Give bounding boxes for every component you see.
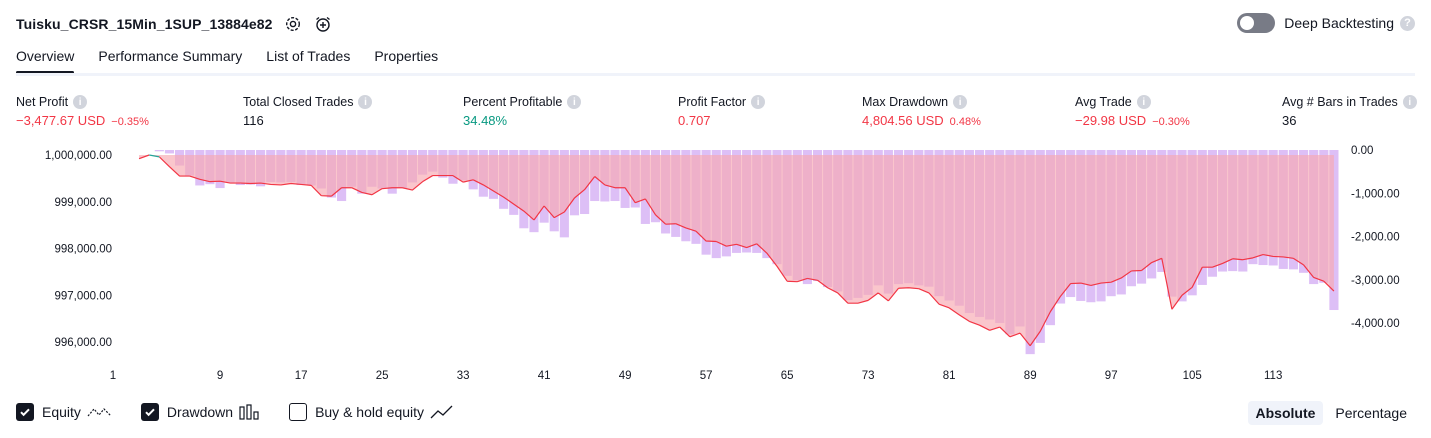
metric-value: −29.98 USD xyxy=(1075,113,1147,128)
metric-avg-trade: Avg Trade i −29.98 USD −0.30% xyxy=(1075,94,1190,128)
tab-overview[interactable]: Overview xyxy=(16,48,75,74)
right-axis-tick-label: -3,000.00 xyxy=(1351,275,1400,287)
trend-line-icon xyxy=(430,404,454,420)
equity-line-profit xyxy=(149,154,160,158)
tab-properties[interactable]: Properties xyxy=(374,48,439,64)
checkbox-checked-icon[interactable] xyxy=(140,403,159,421)
chart-legend: Equity Drawdown Buy & hold equity xyxy=(16,403,482,421)
legend-equity[interactable]: Equity xyxy=(16,403,113,421)
metric-label: Net Profit xyxy=(16,95,69,109)
x-axis-tick-label: 105 xyxy=(1183,370,1202,382)
metric-value: −3,477.67 USD xyxy=(16,113,106,128)
right-axis-tick-label: -4,000.00 xyxy=(1351,318,1400,330)
x-axis-tick-label: 33 xyxy=(457,370,470,382)
left-axis-tick-label: 997,000.00 xyxy=(54,290,112,302)
toggle-knob xyxy=(1240,16,1255,30)
legend-buy-hold[interactable]: Buy & hold equity xyxy=(289,403,454,421)
drawdown-bar xyxy=(164,150,175,154)
legend-buy-hold-label: Buy & hold equity xyxy=(315,404,425,420)
tab-list-of-trades[interactable]: List of Trades xyxy=(266,48,351,64)
x-axis-tick-label: 57 xyxy=(700,370,713,382)
x-axis-tick-label: 17 xyxy=(295,370,308,382)
strategy-header: Tuisku_CRSR_15Min_1SUP_13884e82 xyxy=(16,12,333,36)
x-axis-tick-label: 73 xyxy=(862,370,875,382)
metric-value: 4,804.56 USD xyxy=(862,113,944,128)
right-axis-tick-label: -2,000.00 xyxy=(1351,232,1400,244)
metric-label: Profit Factor xyxy=(678,95,747,109)
info-icon[interactable]: i xyxy=(73,95,88,109)
checkbox-unchecked-icon[interactable] xyxy=(289,403,308,421)
metric-sub: 0.48% xyxy=(949,116,981,128)
mode-percentage-button[interactable]: Percentage xyxy=(1335,405,1407,421)
equity-loss-area xyxy=(139,155,1334,346)
gear-icon[interactable] xyxy=(283,14,303,34)
x-axis-tick-label: 25 xyxy=(376,370,389,382)
legend-drawdown[interactable]: Drawdown xyxy=(140,403,261,421)
equity-chart[interactable]: 1,000,000.00 999,000.00 998,000.00 997,000.… xyxy=(0,140,1431,392)
x-axis-tick-label: 81 xyxy=(943,370,956,382)
info-icon[interactable]: i xyxy=(751,95,766,109)
metric-value: 36 xyxy=(1282,113,1297,128)
metric-max-drawdown: Max Drawdown i 4,804.56 USD 0.48% xyxy=(862,94,981,128)
bars-icon xyxy=(239,404,261,420)
x-axis-tick-label: 113 xyxy=(1264,370,1282,382)
equity-line-loss xyxy=(138,154,1335,347)
x-axis-tick-label: 49 xyxy=(619,370,632,382)
left-axis-tick-label: 998,000.00 xyxy=(54,244,112,256)
right-axis-tick-label: -1,000.00 xyxy=(1351,188,1400,200)
value-mode-toggle: Absolute Percentage xyxy=(1244,401,1416,425)
metric-avg-bars: Avg # Bars in Trades i 36 xyxy=(1282,94,1417,128)
metric-label: Avg Trade xyxy=(1075,95,1132,109)
metric-value: 34.48% xyxy=(463,113,508,128)
metric-value: 0.707 xyxy=(678,113,711,128)
x-axis-tick-label: 1 xyxy=(110,370,116,382)
info-icon[interactable]: i xyxy=(567,95,582,109)
deep-backtesting: Deep Backtesting ? xyxy=(1237,13,1415,33)
help-icon[interactable]: ? xyxy=(1400,15,1415,31)
metric-sub: −0.30% xyxy=(1152,116,1190,128)
add-alarm-icon[interactable] xyxy=(313,14,333,34)
checkbox-checked-icon[interactable] xyxy=(16,403,34,421)
metric-total-closed-trades: Total Closed Trades i 116 xyxy=(243,94,373,128)
strategy-name: Tuisku_CRSR_15Min_1SUP_13884e82 xyxy=(16,16,273,32)
left-axis-tick-label: 999,000.00 xyxy=(54,197,112,209)
metric-label: Total Closed Trades xyxy=(243,95,354,109)
info-icon[interactable]: i xyxy=(358,95,373,109)
metric-label: Max Drawdown xyxy=(862,95,949,109)
metric-sub: −0.35% xyxy=(111,116,149,128)
right-axis-tick-label: 0.00 xyxy=(1351,145,1373,157)
metric-percent-profitable: Percent Profitable i 34.48% xyxy=(463,94,582,128)
info-icon[interactable]: i xyxy=(953,95,968,109)
equity-line-icon xyxy=(87,405,113,419)
x-axis-tick-label: 97 xyxy=(1105,370,1118,382)
legend-equity-label: Equity xyxy=(42,404,81,420)
left-axis-tick-label: 1,000,000.00 xyxy=(45,150,112,162)
metric-label: Percent Profitable xyxy=(463,95,563,109)
metric-net-profit: Net Profit i −3,477.67 USD −0.35% xyxy=(16,94,149,128)
tabs-divider xyxy=(16,73,1415,76)
metric-value: 116 xyxy=(243,113,264,128)
x-axis-tick-label: 9 xyxy=(217,370,223,382)
info-icon[interactable]: i xyxy=(1136,95,1151,109)
deep-backtesting-toggle[interactable] xyxy=(1237,13,1276,33)
x-axis-tick-label: 89 xyxy=(1024,370,1037,382)
deep-backtesting-label: Deep Backtesting xyxy=(1284,15,1394,31)
mode-absolute-button[interactable]: Absolute xyxy=(1247,401,1324,425)
info-icon[interactable]: i xyxy=(1402,95,1417,109)
report-tabs: Overview Performance Summary List of Tra… xyxy=(16,48,462,74)
metric-label: Avg # Bars in Trades xyxy=(1282,95,1398,109)
x-axis-tick-label: 65 xyxy=(781,370,794,382)
tab-performance-summary[interactable]: Performance Summary xyxy=(98,48,243,64)
drawdown-bar xyxy=(154,150,164,152)
legend-drawdown-label: Drawdown xyxy=(166,404,234,420)
metric-profit-factor: Profit Factor i 0.707 xyxy=(678,94,766,128)
x-axis-tick-label: 41 xyxy=(538,370,551,382)
left-axis-tick-label: 996,000.00 xyxy=(54,337,112,349)
